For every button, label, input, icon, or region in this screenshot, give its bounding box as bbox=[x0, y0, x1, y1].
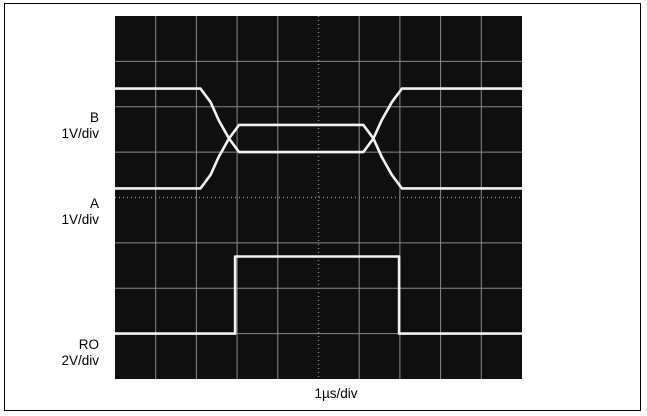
traces bbox=[115, 87, 522, 335]
trace-a bbox=[115, 123, 522, 190]
x-axis-label: 1µs/div bbox=[314, 386, 358, 401]
trace-b bbox=[115, 87, 522, 154]
oscilloscope-screen bbox=[115, 16, 522, 379]
trace-ro bbox=[115, 255, 522, 335]
channel-label-ro: RO 2V/div bbox=[61, 337, 99, 368]
channel-label-b: B 1V/div bbox=[61, 110, 99, 141]
channel-label-a: A 1V/div bbox=[61, 196, 99, 227]
